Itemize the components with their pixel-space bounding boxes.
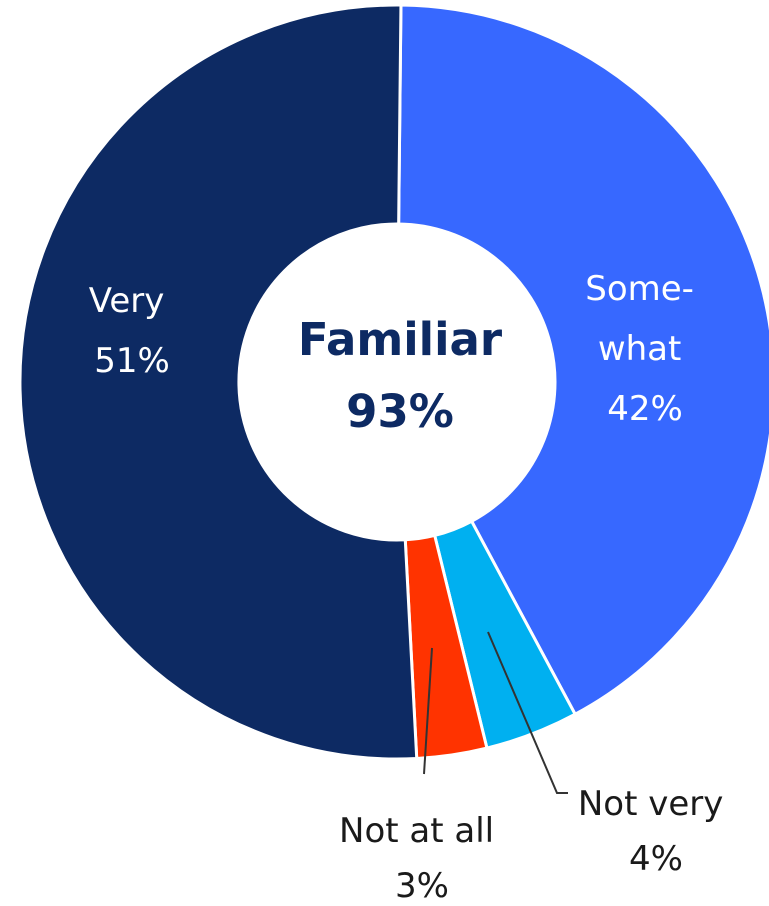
leader-line-not-very: [487, 631, 568, 794]
slice-some-what: [397, 3, 769, 717]
slice-label-not-very: Not very 4%: [578, 784, 734, 879]
slice-labels: Some- what 42% Very 51% Not very 4% Not …: [89, 269, 734, 906]
center-title: Familiar: [298, 313, 503, 366]
center-value: 93%: [346, 385, 454, 438]
slice-very: [18, 3, 419, 761]
slice-label-very: Very 51%: [89, 281, 175, 381]
donut-slices: [18, 3, 769, 761]
slice-label-somewhat: Some- what 42%: [585, 269, 705, 429]
leader-line-not-at-all: [423, 647, 433, 775]
slice-label-not-at-all: Not at all 3%: [339, 811, 505, 906]
donut-center-label: Familiar 93%: [298, 313, 503, 438]
leader-lines: [423, 631, 568, 794]
